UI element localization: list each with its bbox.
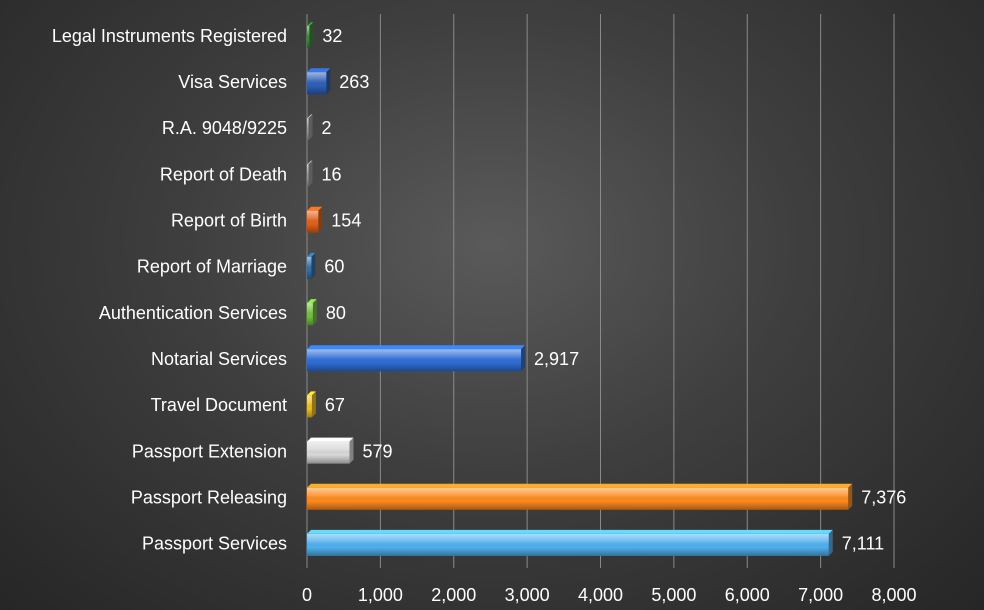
bar-end-face <box>848 483 853 510</box>
category-label: Visa Services <box>178 72 287 92</box>
value-label: 263 <box>339 72 369 92</box>
value-label: 32 <box>322 26 342 46</box>
category-label: Travel Document <box>151 395 287 415</box>
bar-gloss <box>307 256 312 279</box>
bar-gloss <box>307 349 522 372</box>
bar <box>307 252 316 279</box>
x-tick-label: 8,000 <box>871 585 916 605</box>
value-label: 80 <box>326 303 346 323</box>
value-label: 7,111 <box>842 534 884 554</box>
bar-gloss <box>307 118 309 141</box>
bar <box>307 114 313 141</box>
bar-gloss <box>307 395 312 418</box>
bar-gloss <box>307 533 829 556</box>
bar-top-face <box>307 68 331 73</box>
bar-end-face <box>311 391 316 418</box>
x-tick-label: 5,000 <box>651 585 696 605</box>
x-tick-label: 2,000 <box>431 585 476 605</box>
bar-end-face <box>521 345 526 372</box>
gridlines <box>306 14 895 568</box>
bar-top-face <box>307 114 313 119</box>
bar-top-face <box>307 299 317 304</box>
bar-top-face <box>307 206 323 211</box>
bar-gloss <box>307 487 849 510</box>
x-tick-label: 3,000 <box>505 585 550 605</box>
bar-top-face <box>307 160 313 165</box>
category-label: Authentication Services <box>99 303 287 323</box>
x-tick-label: 0 <box>302 585 312 605</box>
bar-top-face <box>307 529 833 534</box>
x-tick-label: 7,000 <box>798 585 843 605</box>
category-label: Passport Releasing <box>131 488 287 508</box>
bar-top-face <box>307 437 354 442</box>
category-label: Passport Services <box>142 534 287 554</box>
x-tick-label: 4,000 <box>578 585 623 605</box>
bar <box>307 22 314 49</box>
x-axis-tick-labels: 0 1,000 2,000 3,000 4,000 5,000 6,000 7,000 8,00… <box>302 585 917 605</box>
bar <box>307 206 323 233</box>
category-label: R.A. 9048/9225 <box>162 118 287 138</box>
category-label: Report of Death <box>160 164 287 184</box>
bar-top-face <box>307 22 314 27</box>
bar <box>307 160 313 187</box>
bar-gloss <box>307 72 327 95</box>
value-label: 7,376 <box>861 488 906 508</box>
bars <box>307 22 853 556</box>
bar-top-face <box>307 345 526 350</box>
bar-end-face <box>311 252 316 279</box>
value-label: 154 <box>331 211 361 231</box>
category-labels: Legal Instruments Registered Visa Service… <box>52 26 287 554</box>
bar-end-face <box>308 160 313 187</box>
value-label: 579 <box>362 441 392 461</box>
category-label: Legal Instruments Registered <box>52 26 287 46</box>
bar <box>307 345 526 372</box>
bar <box>307 391 316 418</box>
bar-end-face <box>312 299 317 326</box>
bar-end-face <box>318 206 323 233</box>
bar-gloss <box>307 164 309 187</box>
bar-gloss <box>307 26 310 49</box>
category-label: Report of Birth <box>171 211 287 231</box>
bar <box>307 68 331 95</box>
bar-end-face <box>308 114 313 141</box>
category-label: Notarial Services <box>151 349 287 369</box>
x-tick-label: 1,000 <box>358 585 403 605</box>
bar-gloss <box>307 303 313 326</box>
value-label: 2 <box>322 118 332 138</box>
value-label: 67 <box>325 395 345 415</box>
category-label: Passport Extension <box>132 441 287 461</box>
category-label: Report of Marriage <box>137 257 287 277</box>
bar-gloss <box>307 441 350 464</box>
x-tick-label: 6,000 <box>725 585 770 605</box>
bar-end-face <box>326 68 331 95</box>
bar <box>307 437 354 464</box>
bar-top-face <box>307 391 316 396</box>
bar <box>307 299 317 326</box>
bar-gloss <box>307 210 319 233</box>
bar-top-face <box>307 252 316 257</box>
bar <box>307 483 853 510</box>
bar-end-face <box>349 437 354 464</box>
value-labels: 32 263 2 16 154 60 80 2,917 67 579 7,376 7,111 <box>322 26 907 554</box>
bar-end-face <box>828 529 833 556</box>
value-label: 60 <box>324 257 344 277</box>
bar-end-face <box>309 22 314 49</box>
value-label: 16 <box>322 164 342 184</box>
bar-top-face <box>307 483 853 488</box>
value-label: 2,917 <box>534 349 579 369</box>
bar <box>307 529 833 556</box>
